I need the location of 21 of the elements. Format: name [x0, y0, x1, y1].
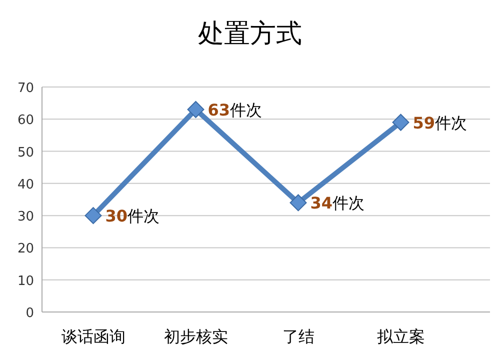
y-tick-label: 10	[17, 274, 34, 289]
y-tick-label: 60	[17, 113, 34, 128]
x-tick-label: 谈话函询	[61, 327, 126, 346]
y-tick-label: 40	[17, 177, 34, 192]
data-label: 34件次	[310, 194, 365, 213]
x-tick-label: 初步核实	[164, 327, 228, 346]
y-tick-label: 50	[17, 145, 34, 160]
x-tick-label: 拟立案	[376, 327, 425, 346]
data-label: 59件次	[412, 113, 468, 132]
data-label: 63件次	[208, 100, 262, 120]
point	[187, 101, 204, 118]
x-tick-label: 了结	[282, 327, 314, 346]
data-label: 30件次	[105, 206, 160, 226]
point	[84, 207, 102, 224]
y-tick-label: 0	[26, 306, 34, 321]
y-tick-label: 30	[17, 210, 34, 225]
chart-title: 处置方式	[198, 19, 302, 49]
y-tick-label: 20	[17, 242, 34, 257]
point	[392, 114, 410, 131]
point	[290, 194, 307, 212]
y-tick-label: 70	[17, 81, 34, 96]
